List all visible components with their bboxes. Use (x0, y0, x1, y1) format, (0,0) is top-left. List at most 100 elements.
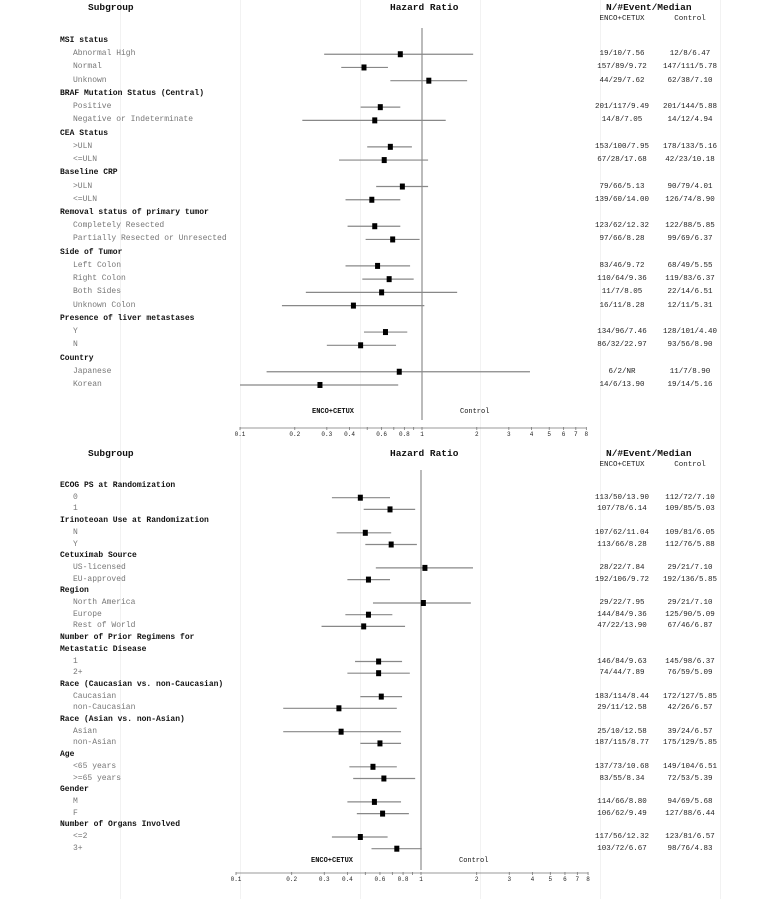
subgroup-header: Age (60, 750, 75, 760)
arm2-column-header: Control (674, 461, 706, 469)
hazard-ratio-point (388, 541, 394, 548)
hazard-ratio-point (377, 104, 383, 111)
hazard-ratio-point (361, 64, 367, 71)
arm2-counts: 67/46/6.87 (667, 622, 713, 631)
arm1-counts: 139/60/14.00 (594, 195, 649, 204)
x-tick-label: 7 (575, 876, 580, 883)
arm1-counts: 113/66/8.28 (597, 540, 647, 549)
subgroup-header: MSI status (60, 36, 109, 45)
subgroup-label: Positive (73, 102, 112, 112)
arm2-counts: 172/127/5.85 (662, 692, 717, 701)
subgroup-label: Asian (73, 726, 98, 736)
x-tick-label: 8 (584, 431, 589, 438)
arm2-counts: 178/133/5.16 (662, 142, 717, 151)
hazard-ratio-point (397, 51, 403, 58)
x-tick-label: 2 (474, 431, 479, 438)
arm1-counts: 144/84/9.36 (597, 610, 647, 619)
arm2-counts: 119/83/6.37 (665, 275, 715, 284)
arm2-counts: 12/8/6.47 (669, 50, 711, 59)
hazard-ratio-column-header: Hazard Ratio (390, 2, 459, 13)
arm1-counts: 157/89/9.72 (597, 63, 647, 72)
hazard-ratio-point (420, 600, 426, 606)
subgroup-header: Removal status of primary tumor (60, 207, 209, 217)
subgroup-header: Irinoteoan Use at Randomization (60, 516, 209, 526)
arm1-counts: 183/114/8.44 (594, 692, 649, 701)
subgroup-label: 1 (73, 656, 78, 666)
favors-left-label: ENCO+CETUX (311, 857, 354, 865)
arm2-counts: 192/136/5.85 (662, 575, 717, 584)
x-tick-label: 7 (573, 431, 578, 438)
arm2-counts: 11/7/8.90 (669, 367, 711, 376)
subgroup-header: Side of Tumor (60, 247, 123, 257)
arm1-counts: 107/78/6.14 (597, 505, 647, 514)
subgroup-label: non-Asian (73, 738, 117, 748)
background-gridline (240, 0, 241, 899)
arm1-counts: 83/46/9.72 (599, 261, 645, 270)
arm1-counts: 29/11/12.58 (597, 704, 647, 713)
arm2-counts: 112/76/5.88 (665, 540, 715, 549)
subgroup-header: Number of Organs Involved (60, 820, 181, 830)
subgroup-column-header: Subgroup (88, 448, 134, 459)
arm1-counts: 201/117/9.49 (594, 103, 649, 112)
arm1-counts: 146/84/9.63 (597, 657, 647, 666)
arm1-counts: 14/6/13.90 (599, 380, 645, 389)
hazard-ratio-point (357, 834, 363, 840)
x-tick-label: 0.1 (234, 431, 246, 438)
hazard-ratio-point (371, 798, 377, 805)
arm1-counts: 47/22/13.90 (597, 622, 647, 631)
arm1-counts: 192/106/9.72 (594, 575, 649, 584)
background-gridline (600, 0, 601, 899)
arm2-counts: 145/98/6.37 (665, 657, 715, 666)
subgroup-label: 0 (73, 492, 78, 502)
subgroup-label: F (73, 808, 78, 818)
arm2-counts: 98/76/4.83 (667, 844, 713, 853)
hazard-ratio-point (362, 529, 368, 536)
hazard-ratio-point (426, 77, 432, 84)
hazard-ratio-point (376, 658, 382, 665)
x-tick-label: 0.3 (321, 431, 333, 438)
hazard-ratio-point (350, 302, 356, 309)
x-tick-label: 0.2 (286, 876, 298, 883)
subgroup-header: BRAF Mutation Status (Central) (60, 88, 205, 98)
subgroup-label: Europe (73, 609, 102, 619)
counts-column-header: N/#Event/Median (606, 448, 692, 459)
subgroup-label: Rest of World (73, 621, 136, 631)
counts-column-header: N/#Event/Median (606, 2, 692, 13)
subgroup-label: <=ULN (73, 194, 98, 204)
arm1-counts: 25/10/12.58 (597, 727, 647, 736)
arm1-counts: 106/62/9.49 (597, 809, 647, 818)
background-gridline (720, 0, 721, 899)
subgroup-header: ECOG PS at Randomization (60, 481, 176, 490)
arm1-counts: 14/8/7.05 (601, 116, 643, 125)
hazard-ratio-point (376, 670, 382, 677)
arm1-counts: 74/44/7.89 (599, 669, 645, 678)
x-tick-label: 0.6 (374, 876, 386, 883)
x-tick-label: 6 (561, 431, 566, 438)
subgroup-label: Caucasian (73, 691, 117, 701)
arm2-counts: 62/38/7.10 (667, 76, 713, 85)
x-tick-label: 0.2 (289, 431, 301, 438)
arm2-counts: 90/79/4.01 (667, 182, 713, 191)
subgroup-label: Right Colon (73, 274, 126, 284)
arm1-counts: 28/22/7.84 (599, 563, 645, 572)
x-tick-label: 4 (529, 431, 534, 438)
hazard-ratio-point (381, 775, 387, 782)
arm1-counts: 187/115/8.77 (594, 739, 649, 748)
x-tick-label: 0.4 (341, 876, 353, 883)
hazard-ratio-column-header: Hazard Ratio (390, 448, 459, 459)
arm2-counts: 19/14/5.16 (667, 380, 713, 389)
hazard-ratio-point (396, 368, 402, 375)
arm2-counts: 128/101/4.40 (662, 328, 717, 337)
x-tick-label: 5 (548, 876, 553, 883)
subgroup-label: <65 years (73, 761, 117, 771)
arm1-counts: 134/96/7.46 (597, 328, 647, 337)
subgroup-header: CEA Status (60, 128, 109, 138)
subgroup-label: >=65 years (73, 773, 122, 783)
arm2-counts: 109/85/5.03 (665, 505, 715, 514)
arm2-counts: 93/56/8.90 (667, 341, 713, 350)
hazard-ratio-point (387, 506, 393, 513)
subgroup-label: 2+ (73, 668, 83, 678)
arm1-column-header: ENCO+CETUX (599, 461, 645, 469)
